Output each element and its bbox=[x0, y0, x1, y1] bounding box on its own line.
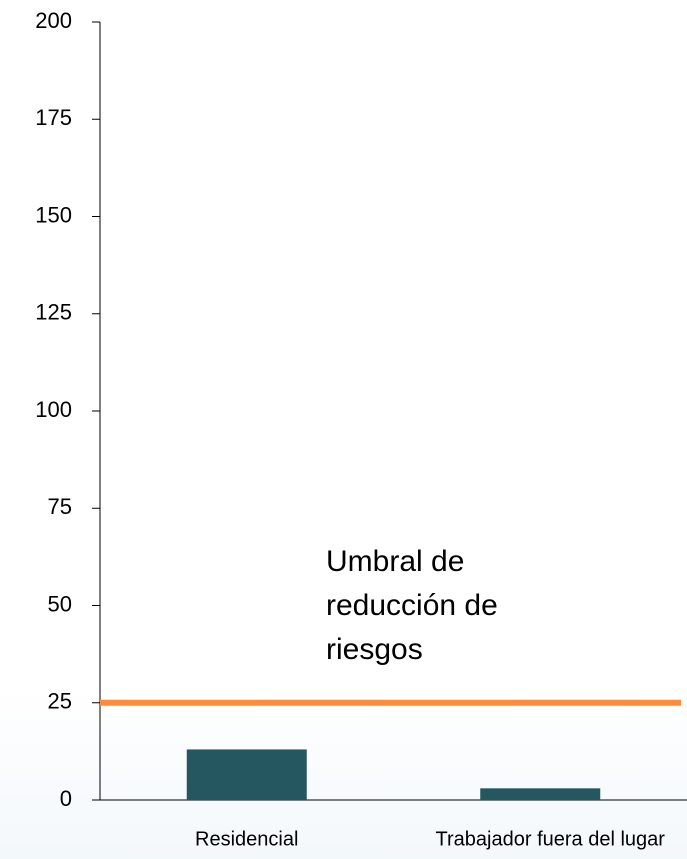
y-tick-label: 200 bbox=[35, 8, 72, 33]
x-tick-label: Trabajador fuera del lugar bbox=[436, 828, 666, 850]
y-tick-label: 75 bbox=[48, 494, 72, 519]
y-tick-label: 100 bbox=[35, 397, 72, 422]
y-tick-label: 50 bbox=[48, 591, 72, 616]
threshold-annotation: Umbral de reducción de riesgos bbox=[326, 545, 498, 666]
bar bbox=[186, 749, 307, 800]
bar bbox=[480, 788, 601, 800]
y-tick-label: 175 bbox=[35, 105, 72, 130]
y-tick-label: 25 bbox=[48, 689, 72, 714]
x-tick-label: Residencial bbox=[195, 828, 298, 850]
y-tick-label: 0 bbox=[60, 786, 72, 811]
y-tick-label: 150 bbox=[35, 202, 72, 227]
y-tick-label: 125 bbox=[35, 300, 72, 325]
